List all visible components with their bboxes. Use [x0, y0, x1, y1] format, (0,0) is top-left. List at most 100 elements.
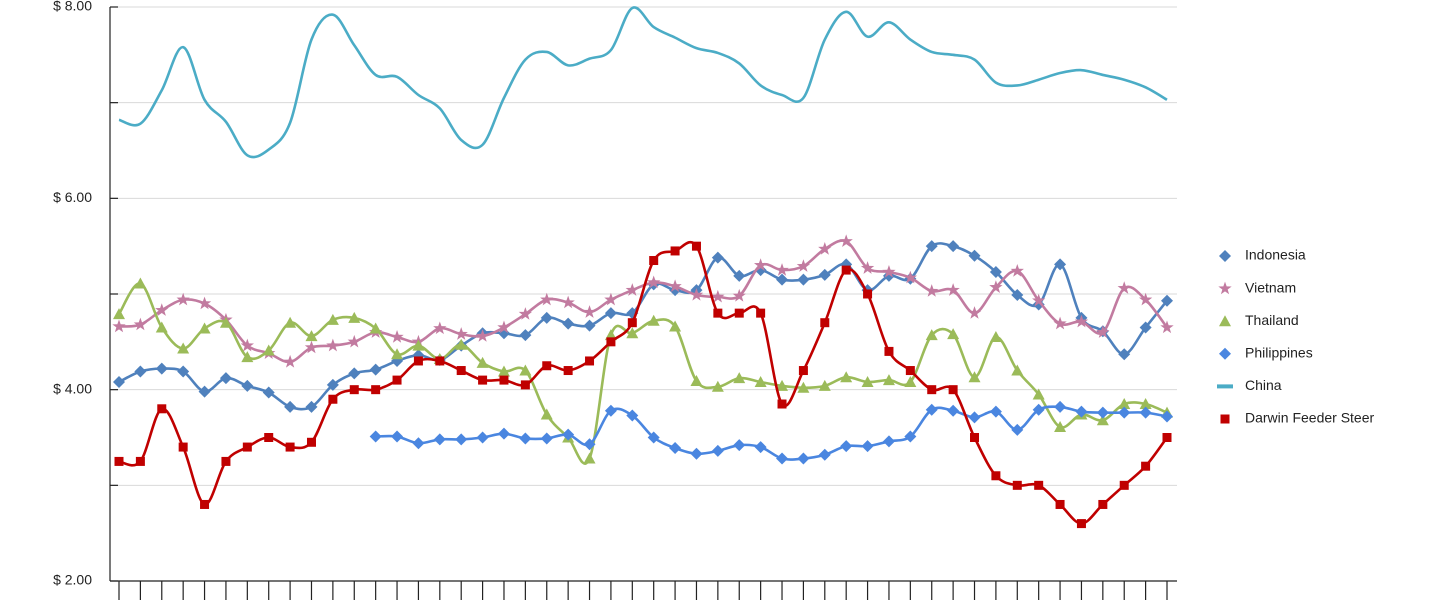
marker	[177, 365, 190, 378]
marker	[884, 346, 894, 356]
marker	[391, 348, 404, 360]
marker	[946, 283, 960, 296]
marker	[775, 263, 789, 276]
marker	[326, 338, 340, 352]
marker	[1054, 420, 1067, 432]
series-line	[117, 282, 1168, 465]
marker	[455, 433, 468, 446]
marker	[626, 409, 639, 422]
marker	[1012, 480, 1022, 490]
marker	[155, 303, 169, 316]
marker	[1055, 499, 1065, 509]
legend-label: Vietnam	[1245, 279, 1296, 295]
marker	[347, 334, 361, 348]
marker	[134, 365, 147, 378]
marker	[820, 318, 830, 328]
marker	[1011, 364, 1024, 376]
marker	[690, 447, 703, 460]
marker	[326, 378, 339, 391]
marker	[861, 376, 874, 388]
marker	[455, 338, 468, 350]
marker	[262, 386, 275, 399]
marker	[733, 372, 746, 384]
marker	[326, 313, 339, 325]
marker	[968, 371, 981, 383]
marker	[133, 317, 148, 331]
marker	[1118, 348, 1131, 361]
marker	[1118, 406, 1131, 419]
marker	[219, 372, 232, 385]
marker	[776, 452, 789, 465]
marker	[967, 306, 982, 319]
marker	[1141, 461, 1151, 471]
marker	[134, 277, 147, 289]
marker	[561, 295, 575, 309]
marker	[904, 376, 917, 388]
series-line	[118, 6, 1168, 159]
marker	[540, 432, 553, 445]
marker	[669, 442, 682, 455]
marker	[711, 251, 724, 264]
marker	[241, 379, 254, 392]
marker	[968, 411, 981, 424]
marker	[1161, 294, 1173, 307]
marker	[520, 380, 530, 390]
marker	[818, 379, 831, 391]
legend-label: Darwin Feeder Steer	[1245, 410, 1375, 426]
marker	[1162, 433, 1172, 442]
marker	[392, 375, 402, 385]
marker	[499, 375, 509, 385]
marker	[927, 385, 937, 395]
marker	[476, 356, 489, 368]
marker	[925, 403, 938, 416]
marker	[1161, 410, 1173, 423]
marker	[197, 296, 212, 310]
marker	[304, 340, 319, 354]
marker	[776, 379, 789, 391]
marker	[796, 259, 811, 272]
marker	[948, 385, 958, 395]
marker	[562, 428, 575, 441]
marker	[519, 364, 532, 376]
marker	[583, 452, 596, 464]
marker	[1074, 314, 1089, 328]
marker	[135, 456, 145, 466]
marker	[1053, 316, 1067, 330]
marker	[476, 431, 489, 444]
marker	[1096, 406, 1109, 419]
y-tick-label: $ 4.00	[53, 380, 92, 396]
marker	[904, 430, 917, 443]
marker	[113, 308, 125, 320]
marker	[753, 258, 768, 271]
marker	[583, 438, 596, 451]
marker	[604, 404, 617, 417]
marker	[113, 376, 125, 389]
y-tick-label: $ 8.00	[53, 0, 92, 14]
marker	[349, 385, 359, 395]
marker	[284, 316, 297, 328]
marker	[1218, 281, 1232, 295]
marker	[369, 430, 382, 443]
marker	[970, 433, 980, 442]
marker	[219, 316, 232, 328]
marker	[582, 305, 597, 318]
marker	[198, 385, 211, 398]
marker	[860, 261, 875, 274]
marker	[776, 273, 789, 286]
marker	[177, 342, 190, 354]
marker	[242, 442, 252, 452]
marker	[285, 442, 295, 452]
marker	[668, 279, 682, 293]
marker	[1118, 398, 1131, 410]
marker	[305, 330, 318, 342]
marker	[626, 327, 639, 339]
legend-label: Indonesia	[1245, 247, 1306, 263]
marker	[1075, 405, 1088, 418]
marker	[412, 437, 425, 450]
marker	[989, 331, 1002, 343]
marker	[797, 381, 810, 393]
marker	[435, 356, 445, 366]
marker	[905, 366, 915, 376]
marker	[989, 280, 1003, 293]
marker	[1076, 519, 1086, 529]
